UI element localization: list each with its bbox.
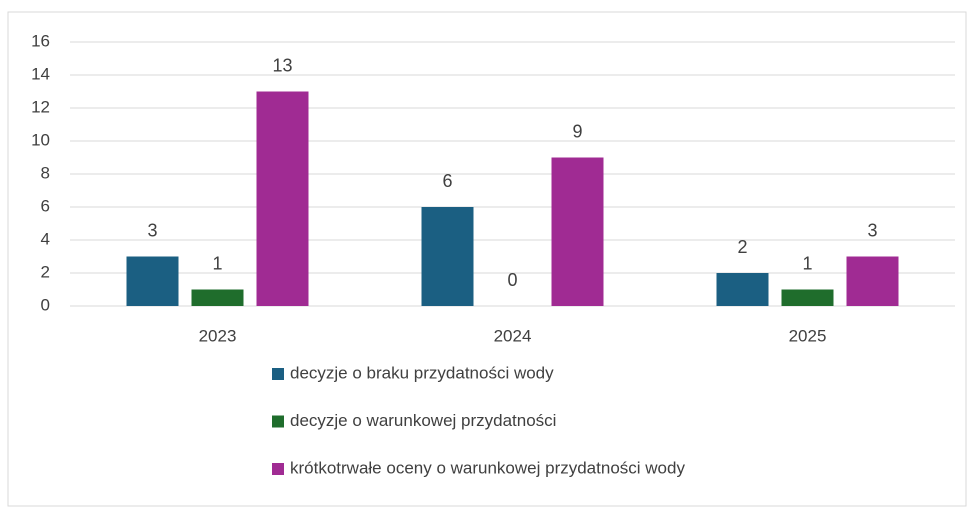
- x-tick-label: 2023: [199, 326, 237, 345]
- bar: [126, 256, 179, 306]
- data-label: 6: [442, 171, 452, 191]
- legend-swatch: [272, 368, 284, 380]
- x-tick-label: 2024: [494, 326, 532, 345]
- y-tick-label: 0: [41, 295, 50, 314]
- bar: [551, 157, 604, 306]
- y-tick-label: 4: [41, 229, 50, 248]
- y-tick-label: 10: [31, 130, 50, 149]
- data-label: 1: [212, 253, 222, 273]
- y-tick-label: 6: [41, 196, 50, 215]
- legend-label: decyzje o braku przydatności wody: [290, 363, 554, 382]
- y-tick-label: 12: [31, 97, 50, 116]
- bar: [846, 256, 899, 306]
- data-label: 13: [272, 55, 292, 75]
- legend-swatch: [272, 415, 284, 428]
- data-label: 3: [147, 220, 157, 240]
- bar: [421, 207, 474, 306]
- bar: [716, 273, 769, 306]
- y-tick-label: 14: [31, 64, 50, 83]
- data-label: 2: [737, 237, 747, 257]
- data-label: 0: [507, 270, 517, 290]
- data-label: 3: [867, 220, 877, 240]
- legend-label: krótkotrwałe oceny o warunkowej przydatn…: [290, 458, 685, 477]
- x-tick-label: 2025: [789, 326, 827, 345]
- bar: [191, 289, 244, 306]
- data-label: 1: [802, 253, 812, 273]
- data-label: 9: [572, 121, 582, 141]
- y-tick-label: 16: [31, 31, 50, 50]
- legend-swatch: [272, 463, 284, 475]
- y-tick-label: 8: [41, 163, 50, 182]
- y-tick-label: 2: [41, 262, 50, 281]
- legend-label: decyzje o warunkowej przydatności: [290, 411, 556, 430]
- bar: [781, 289, 834, 306]
- bar: [256, 91, 309, 306]
